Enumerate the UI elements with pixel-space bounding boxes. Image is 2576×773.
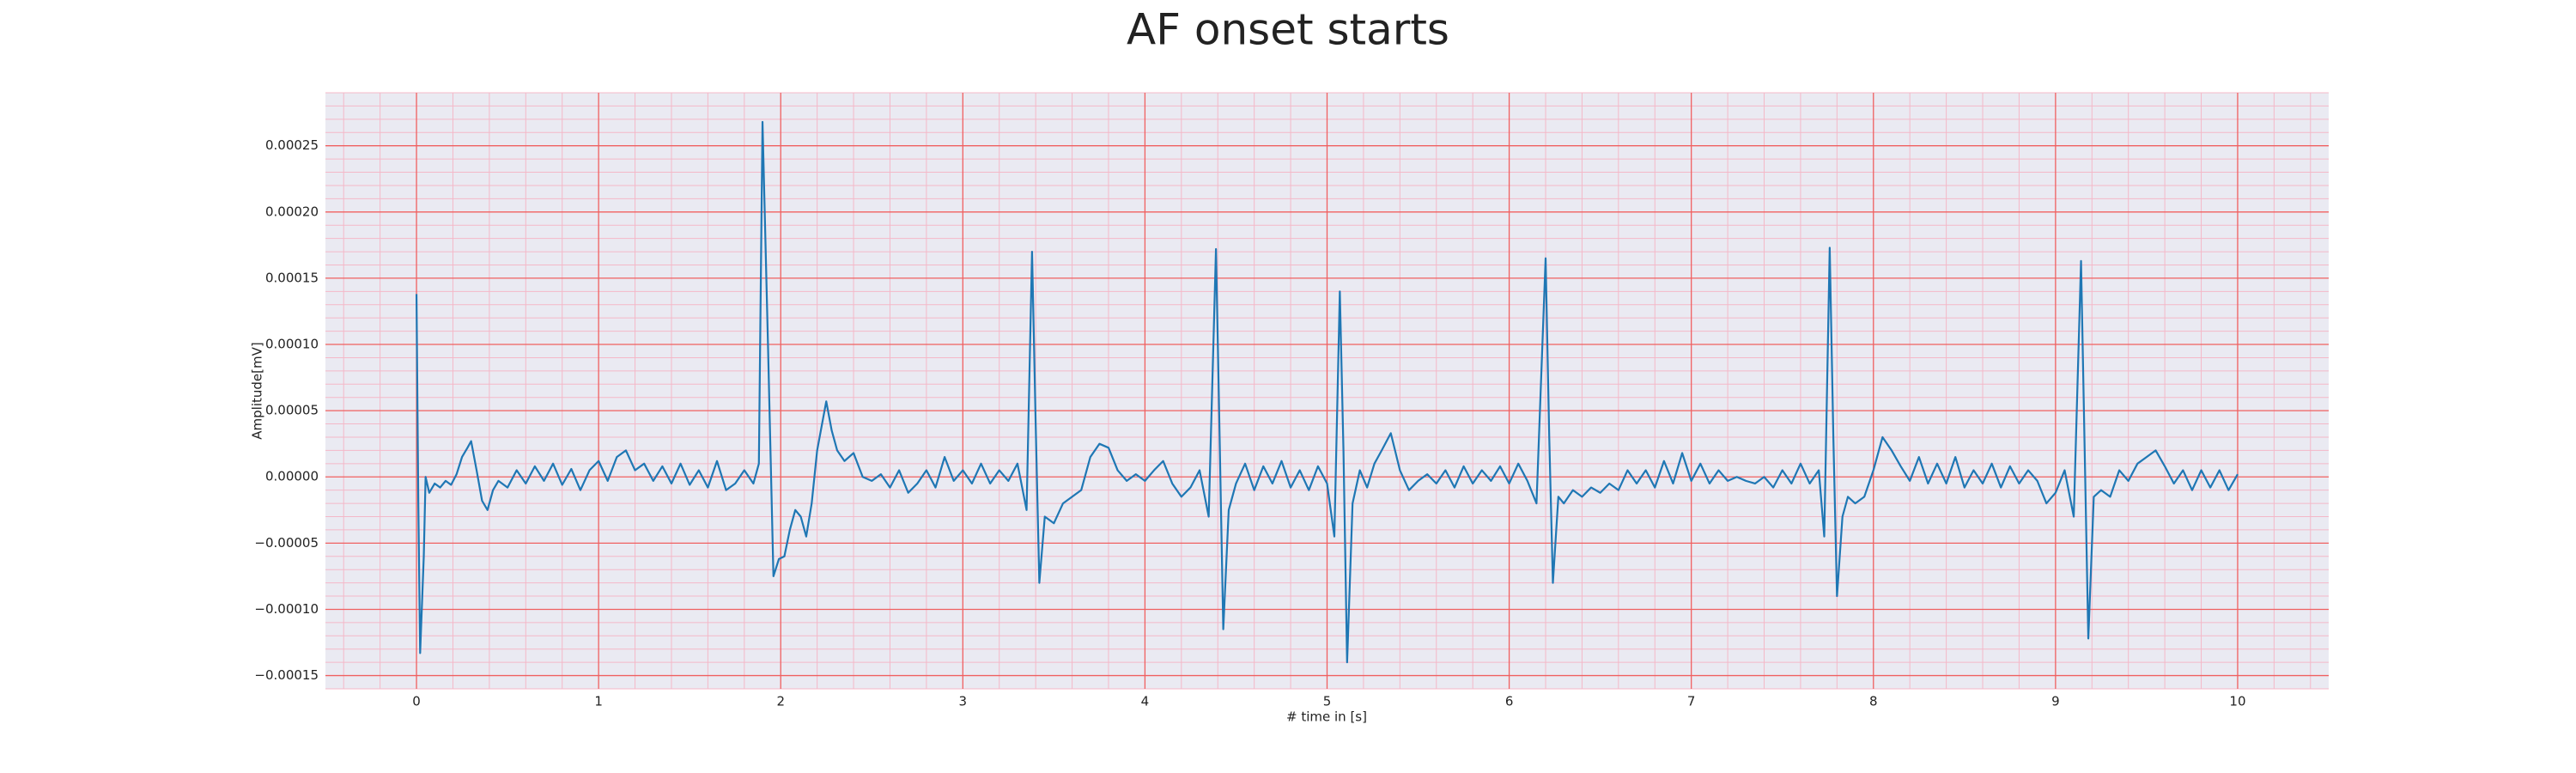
x-tick-label: 1 xyxy=(594,694,603,709)
y-tick-label: 0.00015 xyxy=(265,270,319,285)
ecg-line xyxy=(415,120,2239,664)
y-tick-label: −0.00005 xyxy=(254,535,319,551)
x-tick-label: 6 xyxy=(1505,694,1514,709)
y-axis-label: Amplitude[mV] xyxy=(250,342,265,439)
x-tick-label: 9 xyxy=(2051,694,2060,709)
x-axis-label: # time in [s] xyxy=(1286,709,1367,725)
x-tick-label: 7 xyxy=(1687,694,1696,709)
data-layer xyxy=(415,120,2239,664)
x-tick-label: 8 xyxy=(1869,694,1878,709)
x-tick-label: 4 xyxy=(1141,694,1150,709)
major-grid xyxy=(325,93,2329,689)
y-tick-label: 0.00000 xyxy=(265,469,319,484)
y-tick-label: 0.00010 xyxy=(265,337,319,352)
x-tick-label: 2 xyxy=(776,694,785,709)
y-tick-label: 0.00005 xyxy=(265,403,319,418)
x-tick-label: 3 xyxy=(959,694,968,709)
x-tick-label: 10 xyxy=(2229,694,2245,709)
chart-title: AF onset starts xyxy=(1127,5,1449,55)
x-tick-label: 5 xyxy=(1323,694,1332,709)
y-tick-label: −0.00010 xyxy=(254,601,319,617)
x-tick-label: 0 xyxy=(412,694,421,709)
y-tick-label: −0.00015 xyxy=(254,667,319,683)
y-tick-label: 0.00020 xyxy=(265,204,319,219)
y-tick-label: 0.00025 xyxy=(265,137,319,153)
